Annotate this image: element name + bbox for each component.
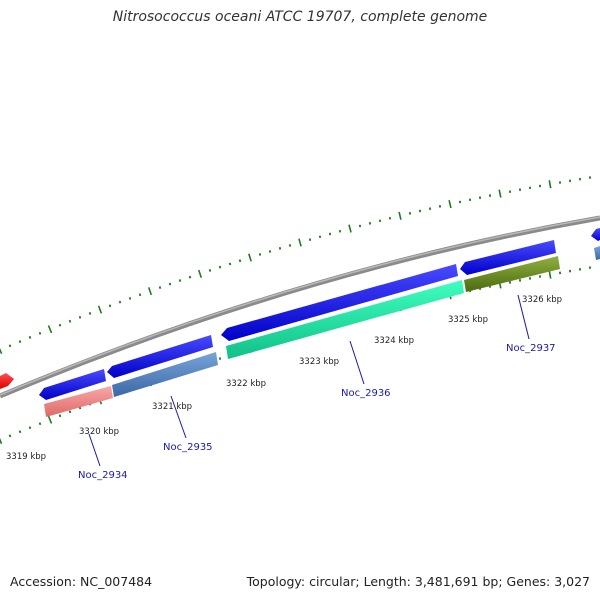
major-tick-mark [548, 270, 552, 279]
minor-tick-mark [158, 286, 162, 289]
major-tick-mark [448, 200, 452, 209]
major-tick-mark [197, 269, 203, 278]
minor-tick-mark [58, 414, 62, 418]
minor-tick-mark [228, 262, 232, 266]
minor-tick-mark [128, 296, 132, 300]
major-tick-mark [248, 253, 252, 262]
gene-label-leaders [88, 294, 530, 467]
cds-arrow-1[interactable] [39, 369, 106, 400]
gene-noc-2937-bar[interactable] [464, 256, 560, 292]
kbp-label: 3321 kbp [152, 402, 192, 412]
minor-tick-mark [268, 250, 272, 253]
minor-tick-mark [308, 238, 312, 242]
minor-tick-mark [318, 235, 322, 239]
minor-tick-mark [238, 259, 242, 263]
gene-noc-2935-bar[interactable] [112, 352, 218, 397]
major-tick-mark [47, 325, 53, 334]
accession-text: Accession: NC_007484 [10, 574, 153, 589]
minor-tick-mark [458, 200, 462, 204]
minor-tick-mark [58, 323, 62, 327]
kbp-label: 3319 kbp [6, 452, 46, 462]
minor-tick-mark [38, 331, 42, 335]
leader-line-noc-2937 [517, 294, 530, 340]
major-tick-mark [398, 211, 402, 220]
minor-tick-mark [68, 410, 72, 414]
minor-tick-mark [438, 204, 442, 208]
minor-tick-mark [78, 315, 82, 319]
minor-tick-mark [178, 279, 182, 282]
minor-tick-mark [68, 319, 72, 323]
cds-arrow-2[interactable] [107, 335, 213, 378]
gene-partial-bar[interactable] [594, 246, 600, 260]
cds-arrow-4[interactable] [460, 240, 556, 275]
major-tick-mark [47, 415, 53, 424]
kbp-label: 3320 kbp [79, 427, 119, 437]
minor-tick-mark [218, 265, 222, 269]
leader-line-noc-2935 [170, 395, 187, 439]
minor-tick-mark [118, 300, 122, 304]
cds-track [39, 228, 600, 400]
gene-label-noc-2934[interactable]: Noc_2934 [78, 470, 128, 481]
outer-tick-track [0, 176, 592, 355]
minor-tick-mark [328, 232, 332, 236]
gene-label-noc-2935[interactable]: Noc_2935 [163, 442, 213, 453]
minor-tick-mark [188, 275, 192, 279]
major-tick-mark [0, 437, 3, 445]
leader-line-noc-2934 [88, 433, 101, 467]
gene-noc-2934-bar[interactable] [44, 386, 113, 417]
minor-tick-mark [278, 246, 282, 250]
leader-line-noc-2936 [349, 340, 365, 385]
minor-tick-mark [208, 269, 212, 272]
major-tick-mark [97, 305, 103, 314]
genome-title: Nitrosococcus oceani ATCC 19707, complet… [112, 9, 488, 25]
kbp-label: 3323 kbp [299, 357, 339, 367]
genome-backbone [0, 215, 600, 399]
minor-tick-mark [8, 434, 12, 438]
major-tick-mark [0, 347, 3, 355]
minor-tick-mark [388, 216, 392, 220]
minor-tick-mark [258, 253, 262, 256]
minor-tick-mark [368, 221, 372, 225]
major-tick-mark [498, 189, 502, 198]
major-tick-mark [548, 180, 552, 189]
minor-tick-mark [18, 430, 22, 434]
major-tick-mark [348, 224, 352, 233]
minor-tick-mark [138, 293, 142, 297]
genome-backbone-highlight [0, 216, 600, 396]
minor-tick-mark [28, 426, 32, 430]
minor-tick-mark [358, 224, 362, 228]
minor-tick-mark [408, 211, 412, 215]
minor-tick-mark [88, 312, 92, 315]
gene-labels: Noc_2934 Noc_2935 Noc_2936 Noc_2937 [78, 343, 556, 481]
minor-tick-mark [8, 344, 12, 348]
minor-tick-mark [218, 357, 222, 360]
minor-tick-mark [108, 304, 112, 308]
kbp-label: 3326 kbp [522, 295, 562, 305]
gene-track [44, 246, 600, 417]
minor-tick-mark [338, 229, 342, 233]
gene-label-noc-2937[interactable]: Noc_2937 [506, 343, 556, 354]
gene-noc-2936-bar[interactable] [226, 280, 464, 359]
gene-label-noc-2936[interactable]: Noc_2936 [341, 388, 391, 399]
minor-tick-mark [428, 207, 432, 211]
minor-tick-mark [288, 244, 292, 247]
kbp-label: 3322 kbp [226, 379, 266, 389]
minor-tick-mark [168, 282, 172, 286]
minor-tick-mark [418, 209, 422, 213]
kbp-scale-labels: 3319 kbp 3320 kbp 3321 kbp 3322 kbp 3323… [6, 295, 562, 462]
red-cds-feature[interactable] [0, 373, 14, 389]
cds-arrow-3[interactable] [221, 264, 458, 341]
cds-arrow-5[interactable] [591, 228, 600, 241]
kbp-label: 3324 kbp [374, 336, 414, 346]
major-tick-mark [298, 238, 302, 247]
minor-tick-mark [18, 340, 22, 344]
minor-tick-mark [378, 219, 382, 223]
minor-tick-mark [38, 422, 42, 426]
genome-summary-text: Topology: circular; Length: 3,481,691 bp… [246, 574, 590, 589]
major-tick-mark [147, 287, 153, 296]
kbp-label: 3325 kbp [448, 315, 488, 325]
inner-tick-track [0, 266, 592, 445]
minor-tick-mark [28, 335, 32, 339]
